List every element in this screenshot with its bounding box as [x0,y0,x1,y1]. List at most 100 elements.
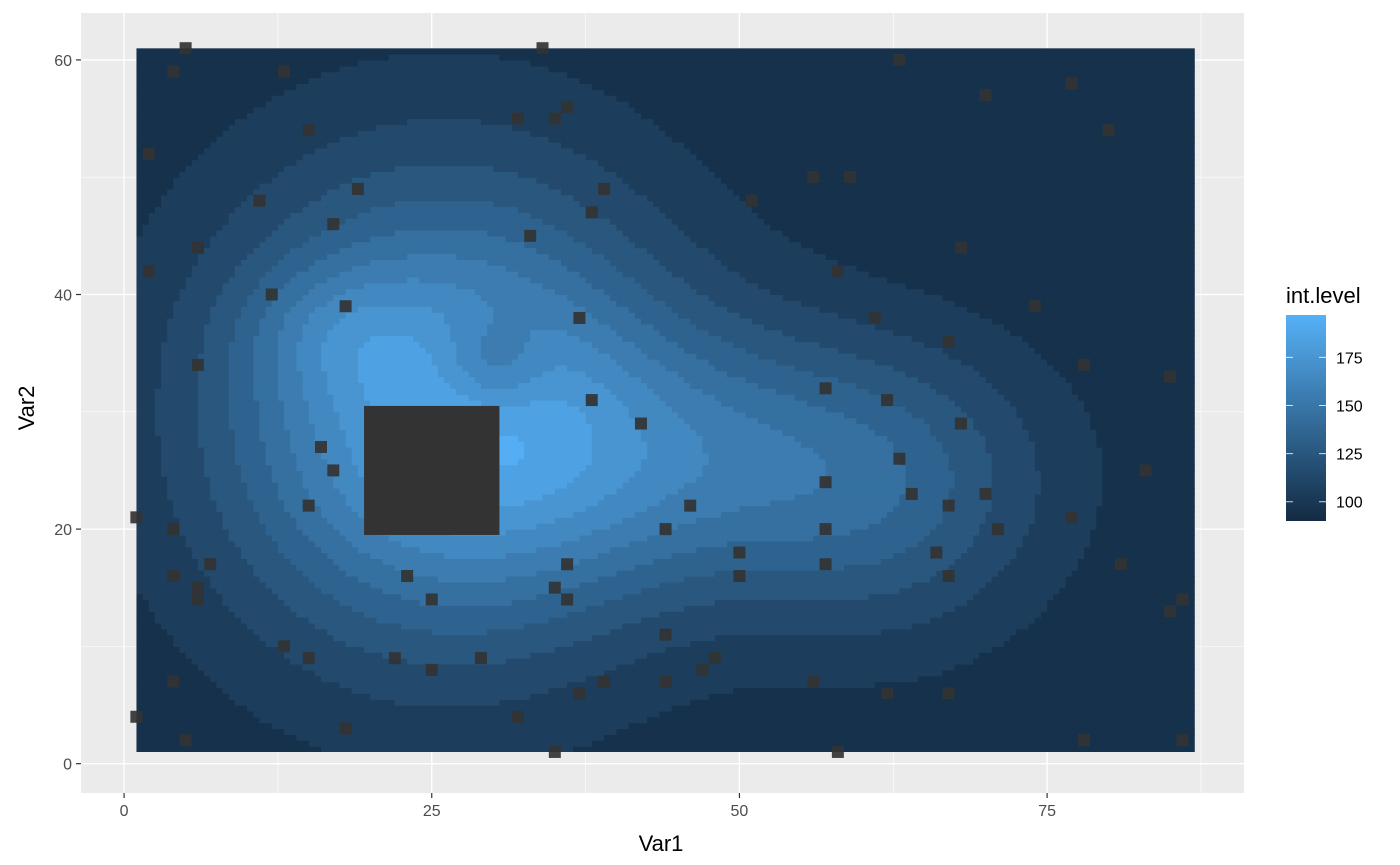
raster-cell [745,276,888,284]
raster-cell [308,488,341,495]
raster-cell [893,329,1011,337]
raster-cell [942,611,1042,618]
raster-cell [136,728,285,735]
raster-cell [222,224,279,231]
raster-cell [579,581,661,589]
raster-cell [197,259,242,266]
raster-cell [640,458,710,466]
raster-cell [302,323,334,331]
raster-cell [277,329,304,337]
raster-cell [579,77,1195,84]
raster-cell [148,212,230,219]
raster-cell [708,165,1195,172]
raster-cell [745,411,845,419]
raster-cell [622,271,673,278]
raster-cell [302,394,334,401]
data-point [339,722,352,735]
raster-cell [880,628,1017,636]
raster-cell [284,728,617,735]
raster-cell [825,476,907,483]
raster-cell [136,476,168,483]
data-point [708,652,721,665]
raster-cell [591,452,648,460]
raster-cell [160,446,205,454]
raster-cell [517,271,581,278]
raster-cell [136,294,181,301]
raster-cell [259,183,341,190]
raster-cell [339,247,537,255]
raster-cell [524,241,587,249]
raster-cell [985,517,1036,524]
raster-cell [647,452,710,460]
raster-cell [136,611,156,618]
raster-cell [136,200,162,208]
raster-cell [167,488,211,495]
raster-cell [290,511,322,518]
raster-cell [179,523,224,530]
raster-cell [653,253,716,260]
raster-cell [136,335,168,343]
raster-cell [874,323,1005,331]
raster-cell [622,593,870,601]
raster-cell [222,130,359,137]
raster-cell [308,77,581,84]
raster-cell [407,253,457,260]
raster-cell [659,581,913,589]
raster-cell [308,417,341,425]
raster-cell [296,159,599,167]
raster-cell [1096,505,1195,513]
raster-cell [296,523,334,530]
raster-cell [1084,546,1195,554]
raster-cell [400,540,562,548]
raster-cell [597,159,704,167]
raster-cell [277,540,316,548]
raster-cell [210,675,322,683]
raster-cell [585,241,636,249]
raster-cell [1034,452,1104,460]
raster-cell [265,529,304,536]
raster-cell [284,312,310,319]
raster-cell [160,464,205,472]
raster-cell [671,271,741,278]
raster-cell [136,558,199,565]
raster-cell [364,646,556,653]
raster-cell [136,83,297,90]
raster-cell [136,100,267,108]
raster-cell [825,470,907,477]
raster-cell [480,400,531,407]
raster-cell [222,687,353,694]
raster-cell [936,570,999,577]
raster-cell [1010,634,1195,642]
data-point [191,593,204,606]
raster-cell [265,446,291,454]
raster-cell [960,405,1017,413]
raster-cell [702,441,802,448]
raster-cell [247,705,673,712]
raster-cell [647,652,981,659]
raster-cell [160,347,205,354]
raster-cell [511,124,661,131]
raster-cell [979,370,1060,378]
raster-cell [339,317,445,325]
raster-cell [739,505,894,513]
y-tick-label: 0 [63,757,72,774]
raster-cell [585,411,630,419]
raster-cell [333,224,556,231]
raster-cell [1090,411,1195,419]
raster-cell [1034,499,1104,507]
raster-cell [136,194,162,202]
raster-cell [837,259,1195,266]
raster-cell [720,259,839,266]
raster-cell [136,505,174,513]
raster-cell [308,265,353,272]
raster-cell [819,482,907,489]
raster-cell [665,493,796,501]
raster-cell [757,417,857,425]
raster-cell [905,476,956,483]
raster-cell [284,165,396,172]
raster-cell [185,276,230,284]
raster-cell [296,341,322,348]
raster-cell [136,71,322,79]
raster-cell [474,288,556,296]
raster-cell [357,359,433,366]
